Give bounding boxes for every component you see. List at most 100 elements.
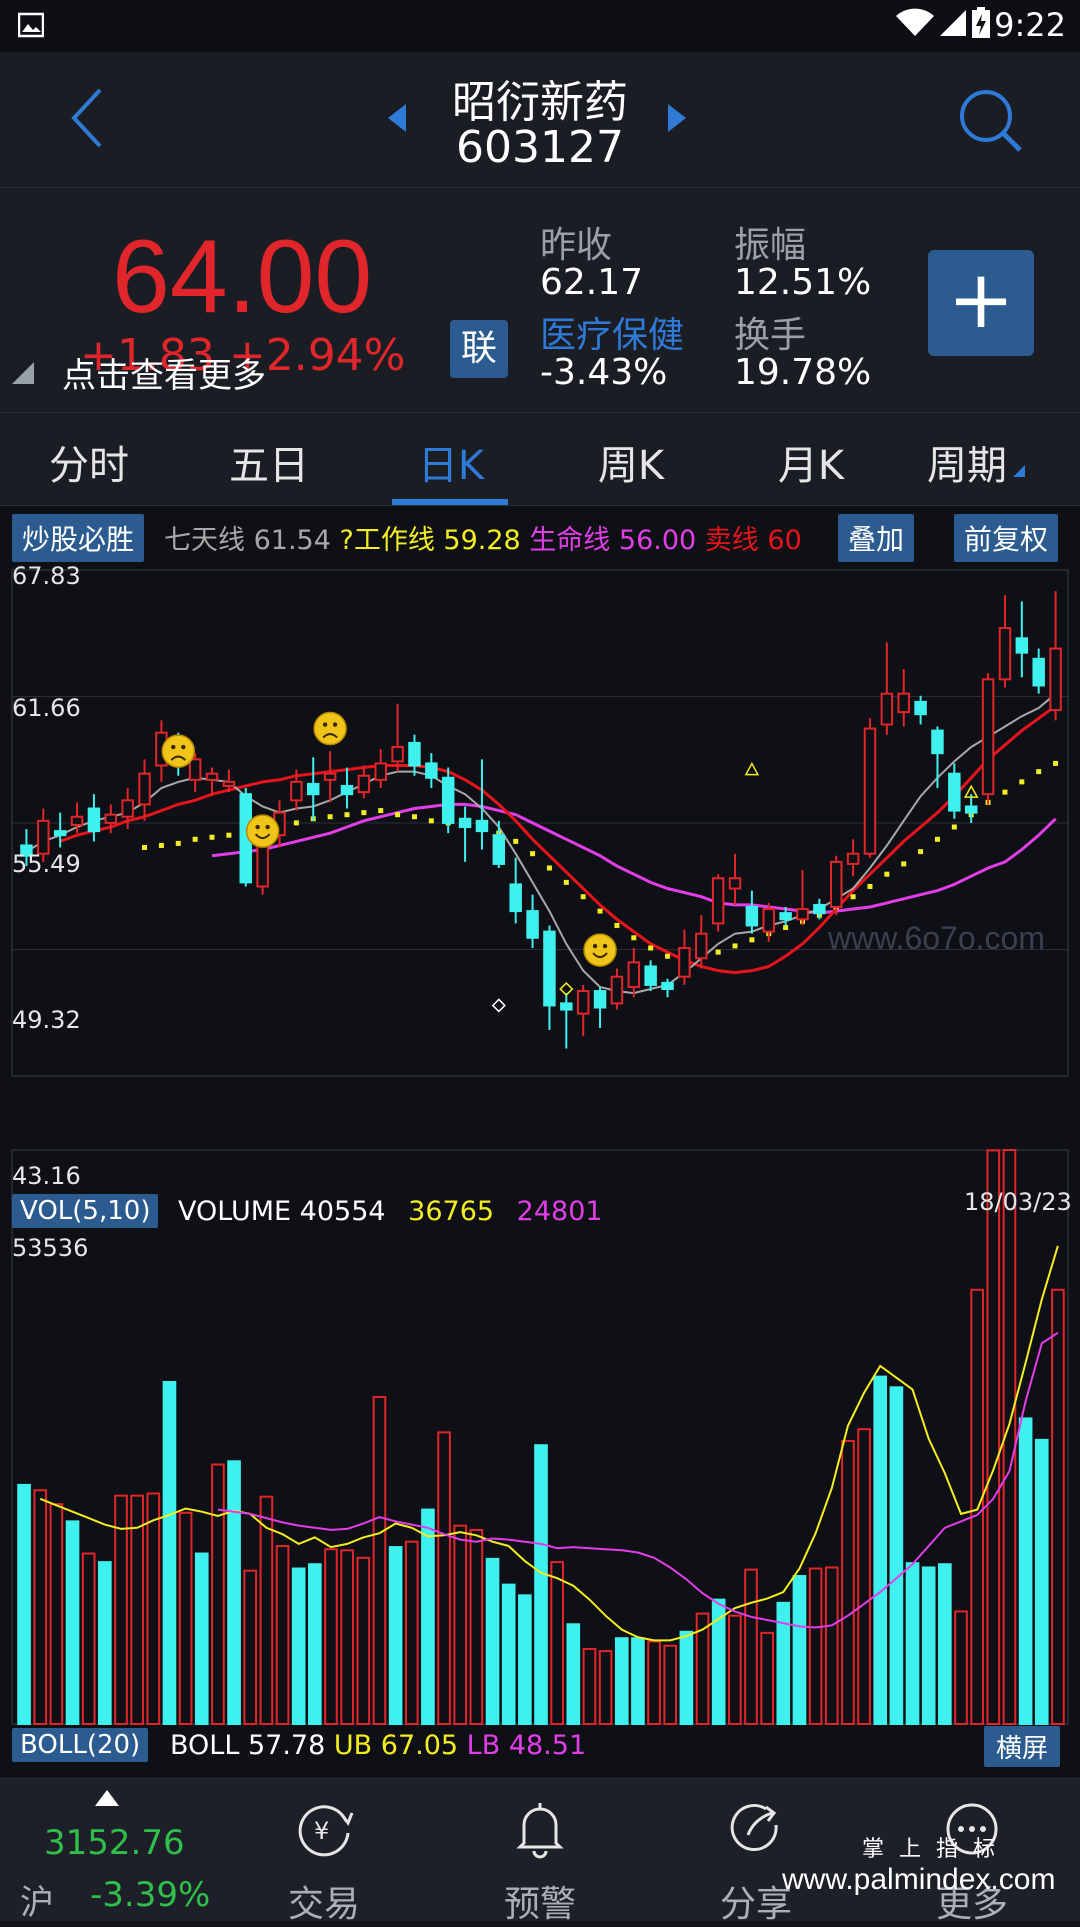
lb-name: LB	[466, 1730, 501, 1761]
stock-name: 昭衍新药	[452, 77, 628, 128]
tab-period[interactable]: 周期	[902, 433, 1052, 491]
candle-down	[1032, 657, 1045, 687]
volume-bar-up	[437, 1431, 451, 1726]
frown-marker-icon	[313, 711, 347, 746]
signal-dot	[327, 814, 333, 820]
sector-link[interactable]: 医疗保健	[540, 315, 685, 356]
volume-bar-down	[227, 1460, 241, 1725]
candle-up	[37, 819, 50, 855]
volume-bar-up	[857, 1428, 871, 1725]
volume-value: 40554	[299, 1196, 386, 1227]
volume-bar-up	[114, 1494, 128, 1726]
candle-up	[188, 758, 202, 781]
overlay-button[interactable]: 叠加	[838, 514, 915, 562]
volume-axis-max: 53536	[12, 1234, 89, 1262]
volume-bar-up	[760, 1631, 774, 1726]
tab-daily-k[interactable]: 日K	[417, 443, 485, 489]
volume-bar-down	[711, 1598, 726, 1725]
linked-button[interactable]: 联	[450, 320, 508, 378]
candle-down	[526, 910, 539, 939]
volume-bar-up	[49, 1503, 64, 1725]
volume-bar-down	[65, 1520, 80, 1725]
amplitude-value: 12.51%	[734, 262, 872, 303]
signal-dot	[749, 937, 755, 943]
back-icon[interactable]	[68, 86, 108, 150]
indicator-values: 七天线 61.54 ?工作线 59.28 生命线 56.00 卖线 60	[164, 518, 844, 557]
volume-bar-up	[824, 1566, 839, 1725]
nav-alert[interactable]: 预警	[432, 1779, 648, 1925]
tab-five-day[interactable]: 五日	[229, 443, 309, 489]
volume-bar-up	[372, 1395, 387, 1725]
nav-trade[interactable]: ¥ 交易	[216, 1779, 432, 1925]
smile-marker-icon-eye	[265, 824, 270, 830]
candle-up	[357, 774, 371, 794]
volume-bar-down	[631, 1637, 645, 1726]
signal-dot	[361, 810, 367, 816]
nav-more[interactable]: 更多	[864, 1779, 1080, 1925]
smile-marker-icon-eye	[255, 824, 260, 830]
volume-bar-down	[905, 1562, 920, 1725]
boll-value: 57.78	[247, 1730, 326, 1761]
next-stock-icon[interactable]	[666, 102, 688, 134]
indicator-select-button[interactable]: 炒股必胜	[12, 514, 145, 562]
price-axis-bottom: 43.16	[12, 1162, 81, 1190]
volume-bar-down	[17, 1483, 31, 1725]
candle-down	[914, 700, 927, 716]
volume-indicator-button[interactable]: VOL(5,10)	[12, 1194, 159, 1228]
triangle-marker	[963, 784, 979, 798]
kline-chart[interactable]	[0, 558, 1080, 1748]
candle-up	[627, 961, 641, 988]
prev-close-value: 62.17	[540, 262, 644, 303]
volume-bar-up	[1002, 1149, 1017, 1725]
signal-dot	[563, 879, 569, 885]
signal-dot	[175, 840, 181, 846]
volume-bar-down	[388, 1546, 403, 1725]
prev-stock-icon[interactable]	[386, 102, 408, 134]
volume-bar-up	[356, 1556, 371, 1725]
volume-bar-up	[598, 1650, 613, 1725]
stock-code: 603127	[456, 122, 624, 173]
boll-indicator-button[interactable]: BOLL(20)	[12, 1728, 149, 1762]
triangle-marker	[744, 762, 760, 776]
candle-down	[661, 981, 674, 991]
signal-dot	[513, 838, 519, 844]
candle-up	[762, 908, 775, 933]
smile-marker-icon	[583, 933, 617, 967]
candle-down	[53, 830, 67, 837]
expand-corner-icon	[12, 362, 34, 384]
share-icon	[730, 1804, 778, 1851]
volume-bar-down	[518, 1594, 532, 1725]
view-more-link[interactable]: 点击查看更多	[62, 356, 266, 396]
lb-value: 48.51	[508, 1730, 587, 1761]
add-watchlist-button[interactable]: +	[928, 250, 1034, 356]
volume-bar-up	[130, 1494, 144, 1726]
volume-ma10: 24801	[516, 1196, 603, 1227]
volume-bar-down	[485, 1557, 500, 1726]
signal-dot	[293, 820, 299, 826]
volume-ma10-line	[217, 1331, 1059, 1629]
trade-icon: ¥	[298, 1805, 354, 1857]
nav-share[interactable]: 分享	[648, 1779, 864, 1925]
up-arrow-icon	[95, 1790, 119, 1806]
tab-weekly-k[interactable]: 周K	[597, 443, 665, 489]
volume-bar-down	[938, 1563, 952, 1725]
volume-bar-up	[695, 1612, 710, 1726]
landscape-button[interactable]: 横屏	[984, 1726, 1061, 1767]
search-icon[interactable]	[958, 88, 1024, 154]
price-axis-2: 61.66	[12, 694, 81, 722]
nav-share-label: 分享	[719, 1884, 792, 1925]
chart-watermark: www.6o7o.com	[828, 920, 1045, 956]
signal-dot	[344, 812, 350, 818]
candle-up	[576, 990, 590, 1015]
volume-bar-up	[582, 1647, 597, 1726]
index-ticker[interactable]: 3152.76 沪 -3.39%	[0, 1779, 216, 1923]
corner-watermark-title: 掌 上 指 标	[862, 1837, 999, 1862]
ub-value: 67.05	[380, 1730, 459, 1761]
volume-bar-down	[921, 1566, 936, 1725]
change-value: +1.83	[80, 330, 215, 381]
tab-intraday[interactable]: 分时	[49, 443, 129, 489]
tab-monthly-k[interactable]: 月K	[777, 443, 845, 489]
signal-dot	[226, 832, 232, 838]
boll-name: BOLL	[170, 1730, 240, 1761]
forward-adjust-button[interactable]: 前复权	[954, 514, 1059, 562]
